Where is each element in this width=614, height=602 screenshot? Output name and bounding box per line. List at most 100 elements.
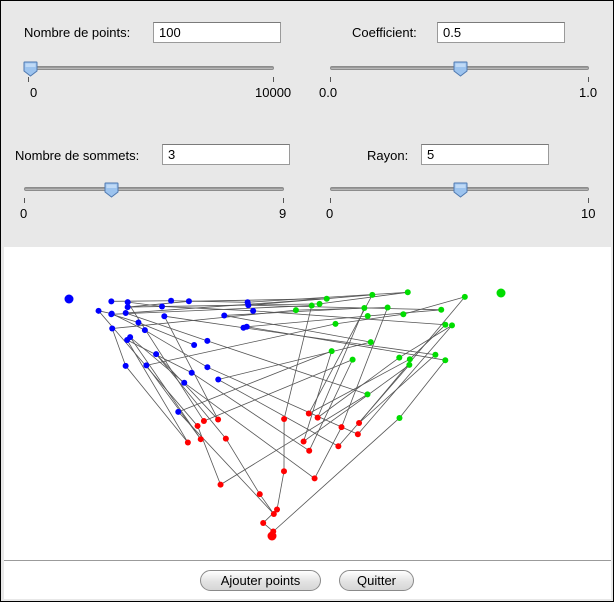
points-max-label: 10000: [255, 85, 292, 100]
slider-thumb[interactable]: [453, 182, 468, 198]
plot-point: [161, 313, 168, 320]
sommets-slider[interactable]: [24, 182, 284, 204]
plot-edge: [338, 364, 410, 447]
rayon-input[interactable]: [421, 144, 549, 165]
plot-edge: [155, 353, 227, 439]
tick-min: [330, 198, 331, 203]
plot-point: [191, 342, 198, 349]
controls-panel: Nombre de points: Coefficient: 0 10000 0…: [1, 1, 613, 247]
plot-point: [181, 379, 188, 386]
plot-point: [396, 354, 403, 361]
plot-point: [442, 357, 449, 364]
plot-point: [335, 443, 342, 450]
points-label: Nombre de points:: [24, 25, 131, 40]
plot-point: [332, 320, 339, 327]
slider-track: [24, 187, 284, 191]
plot-point: [184, 439, 191, 446]
plot-edge: [207, 340, 368, 395]
points-min-label: 0: [30, 85, 38, 100]
slider-thumb[interactable]: [104, 182, 119, 198]
plot-edge: [303, 350, 333, 442]
plot-edge: [341, 307, 388, 428]
plot-edge: [399, 325, 453, 358]
plot-edge: [283, 305, 313, 420]
plot-point: [356, 420, 363, 427]
plot-edge: [111, 305, 312, 315]
plot-edge: [303, 364, 410, 442]
tick-min: [28, 77, 29, 82]
plot-vertex: [267, 531, 277, 541]
plot-edge: [127, 301, 163, 307]
plot-point: [270, 510, 277, 517]
coefficient-label: Coefficient:: [352, 25, 417, 40]
plot-point: [124, 304, 131, 311]
plot-edge: [191, 372, 310, 452]
plot-edges: [98, 291, 466, 532]
points-input[interactable]: [153, 22, 281, 43]
points-slider[interactable]: [23, 61, 274, 83]
slider-thumb[interactable]: [23, 61, 38, 77]
plot-point: [406, 356, 413, 363]
coefficient-min-label: 0.0: [319, 85, 338, 100]
plot-point: [364, 313, 371, 320]
plot-point: [364, 391, 371, 398]
plot-point: [306, 447, 313, 454]
plot-edge: [126, 339, 192, 374]
rayon-label: Rayon:: [367, 148, 409, 163]
plot-edge: [399, 359, 446, 419]
plot-edge: [218, 379, 339, 447]
rayon-slider[interactable]: [330, 182, 589, 204]
plot-point: [274, 506, 281, 513]
plot-point: [240, 324, 247, 331]
plot-edge: [125, 298, 327, 314]
plot-edge: [409, 324, 446, 360]
plot-point: [384, 304, 391, 311]
plot-edge: [129, 336, 185, 384]
button-bar: Ajouter points Quitter: [4, 560, 611, 599]
plot-point: [281, 416, 288, 423]
slider-thumb[interactable]: [453, 61, 468, 77]
plot-edge: [319, 291, 408, 305]
drawing-canvas[interactable]: [4, 247, 611, 560]
plot-edge: [225, 438, 261, 495]
plot-point: [314, 414, 321, 421]
plot-point: [194, 422, 201, 429]
plot-point: [108, 298, 115, 305]
plot-point: [323, 295, 330, 302]
coefficient-slider[interactable]: [330, 61, 589, 83]
plot-edge: [111, 300, 172, 302]
add-points-button[interactable]: Ajouter points: [200, 570, 321, 591]
plot-point: [122, 310, 129, 317]
plot-point: [316, 300, 323, 307]
plot-edge: [138, 322, 195, 346]
plot-point: [448, 322, 455, 329]
plot-point: [215, 416, 222, 423]
plot-edge: [144, 329, 208, 368]
plot-point: [300, 438, 307, 445]
slider-track: [28, 66, 274, 70]
plot-point: [308, 302, 315, 309]
plot-edge: [243, 327, 436, 356]
coefficient-max-label: 1.0: [579, 85, 598, 100]
tick-min: [330, 77, 331, 82]
plot-point: [461, 293, 468, 300]
coefficient-input[interactable]: [437, 22, 565, 43]
plot-point: [124, 299, 131, 306]
plot-point: [185, 298, 192, 305]
sommets-max-label: 9: [279, 206, 287, 221]
plot-point: [305, 410, 312, 417]
plot-point: [135, 319, 142, 326]
quit-button[interactable]: Quitter: [339, 570, 414, 591]
plot-point: [400, 311, 407, 318]
plot-edge: [146, 323, 336, 366]
plot-edge: [276, 471, 285, 510]
plot-edge: [125, 312, 208, 342]
plot-edge: [203, 359, 353, 422]
plot-point: [438, 306, 445, 313]
sommets-input[interactable]: [162, 144, 290, 165]
plot-edge: [125, 365, 189, 443]
plot-point: [197, 436, 204, 443]
plot-point: [244, 299, 251, 306]
plot-point: [442, 321, 449, 328]
